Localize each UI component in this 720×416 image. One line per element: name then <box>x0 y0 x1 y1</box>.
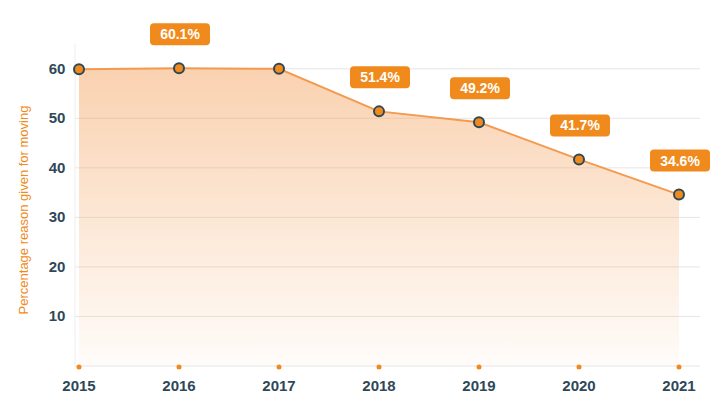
area <box>79 68 679 366</box>
x-tick-label: 2018 <box>362 377 395 394</box>
marker <box>174 63 184 73</box>
marker <box>374 106 384 116</box>
data-label-box <box>350 66 410 88</box>
marker <box>74 64 84 74</box>
data-label-text: 34.6% <box>660 153 700 169</box>
y-tick-label: 30 <box>49 208 66 225</box>
y-axis-title: Percentage reason given for moving <box>16 106 31 315</box>
data-label-box <box>450 77 510 99</box>
y-tick-label: 20 <box>49 258 66 275</box>
y-tick-label: 60 <box>49 60 66 77</box>
data-label-box <box>150 23 210 45</box>
marker <box>674 190 684 200</box>
data-label-box <box>550 114 610 136</box>
marker <box>574 154 584 164</box>
chart-container: 10 20 30 40 50 60 Percentage reason given for … <box>0 0 720 416</box>
data-label-text: 41.7% <box>560 117 600 133</box>
data-label: 60.1% <box>150 23 210 45</box>
data-label-box <box>650 150 710 172</box>
y-tick-label: 10 <box>49 307 66 324</box>
x-tick-label: 2019 <box>462 377 495 394</box>
y-tick-label: 50 <box>49 109 66 126</box>
y-tick-label: 40 <box>49 159 66 176</box>
data-label: 34.6% <box>650 150 710 172</box>
chart-svg: 10 20 30 40 50 60 Percentage reason given for … <box>0 0 720 416</box>
x-tick-label: 2017 <box>262 377 295 394</box>
marker <box>274 64 284 74</box>
data-label: 49.2% <box>450 77 510 99</box>
data-label-text: 60.1% <box>160 26 200 42</box>
data-label-text: 51.4% <box>360 69 400 85</box>
x-tick-label: 2020 <box>562 377 595 394</box>
y-axis-line <box>75 44 76 366</box>
marker <box>474 117 484 127</box>
x-tick-label: 2021 <box>662 377 695 394</box>
data-label: 41.7% <box>550 114 610 136</box>
x-tick-label: 2015 <box>62 377 95 394</box>
data-label: 51.4% <box>350 66 410 88</box>
data-group <box>74 63 684 366</box>
data-label-text: 49.2% <box>460 80 500 96</box>
x-tick-label: 2016 <box>162 377 195 394</box>
